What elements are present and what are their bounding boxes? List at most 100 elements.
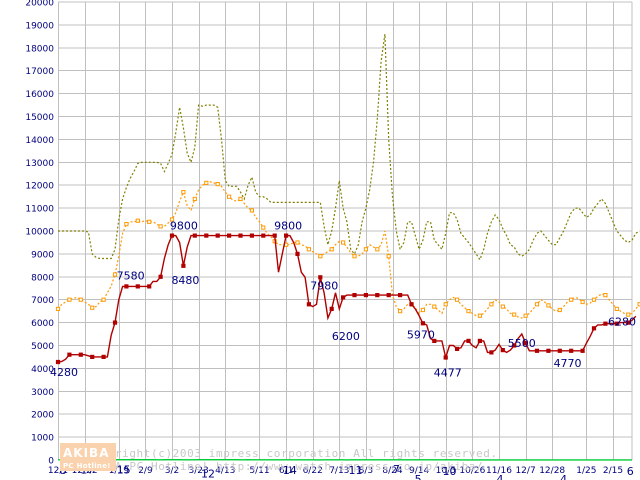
data-point-marker [295,251,300,257]
data-point-marker [443,302,448,307]
akiba-logo: AKIBA PC Hotline! [60,443,116,471]
data-point-marker [363,247,368,252]
series-line-orange-dashed-mid [57,181,640,319]
data-point-marker [78,297,83,302]
data-point-marker [90,354,95,359]
watermark-group: Copyright(c)2003 impress corporation All… [86,447,497,473]
data-point-marker [261,233,266,238]
data-point-marker [626,320,631,325]
x-tick-label: 7/13 [329,466,349,476]
y-tick-label: 1000 [31,434,54,444]
data-point-marker [158,224,163,229]
data-point-marker [181,263,186,268]
data-point-marker [375,293,380,298]
data-point-marker [192,196,197,202]
data-point-marker [591,326,597,331]
data-point-marker [626,312,631,317]
data-point-marker [420,307,425,313]
point-value-label: 7 [393,463,400,476]
data-point-marker [569,297,574,302]
data-point-marker [238,196,243,202]
series-line-red-solid-avg [57,234,637,363]
logo-subtitle-text: PC Hotline! [63,462,111,470]
y-tick-label: 11000 [25,205,54,215]
y-tick-label: 0 [48,457,54,467]
point-value-label: 5 [415,473,422,480]
data-point-marker [249,233,255,238]
data-point-labels: 4280 7580 9800 8480 9800 7980 6200 5970 4477 5500… [50,220,636,480]
point-value-label: 8480 [171,274,199,287]
point-value-label: 5970 [407,328,435,341]
y-tick-label: 19000 [25,21,54,31]
x-tick-label: 3/2 [165,466,179,476]
x-tick-label: 12/1 [48,466,68,476]
data-point-marker [375,247,380,252]
y-tick-label: 9000 [31,250,54,260]
x-tick-label: 11/16 [486,466,512,476]
data-point-marker [569,348,574,353]
data-point-marker [466,309,471,314]
y-tick-label: 2000 [31,411,54,421]
data-point-marker [112,272,118,277]
point-value-label: 4280 [50,366,78,379]
x-tick-label: 8/3 [359,466,373,476]
data-point-marker [215,182,220,187]
data-point-marker [169,233,175,238]
data-point-marker [512,343,517,348]
data-point-marker [341,295,346,300]
data-point-marker [534,348,540,353]
point-value-label: 5500 [508,337,536,350]
data-point-marker [101,354,106,359]
grid-lines [58,1,633,461]
data-point-marker [557,307,562,313]
data-point-marker [455,297,460,302]
y-tick-label: 12000 [25,182,54,192]
x-tick-label: 9/14 [409,466,429,476]
x-tick-label: 10/26 [459,466,485,476]
data-point-marker [318,254,323,259]
data-point-marker [181,190,186,195]
data-point-marker [557,348,562,353]
data-point-marker [329,306,334,311]
data-point-marker [455,346,460,351]
data-point-marker [227,194,232,199]
data-point-marker [284,233,289,238]
data-point-marker [386,293,391,298]
x-tick-label: 3/23 [189,466,209,476]
data-point-marker [169,217,175,222]
y-tick-label: 6000 [31,319,54,329]
data-point-marker [101,297,106,302]
y-tick-label: 14000 [25,136,54,146]
data-point-marker [432,304,437,309]
data-point-marker [249,208,255,213]
data-point-marker [534,302,540,307]
data-point-marker [55,306,61,311]
data-point-marker [398,309,403,314]
point-value-label: 7580 [117,269,145,282]
x-tick-label: 6/1 [279,466,293,476]
x-tick-label: 8/24 [382,466,402,476]
y-tick-label: 3000 [31,388,54,398]
point-value-label: 9800 [170,220,198,233]
data-point-marker [489,302,494,307]
data-point-marker [477,313,482,318]
data-point-marker [135,218,140,223]
x-tick-label: 2/15 [603,466,623,476]
y-tick-label: 5000 [31,342,54,352]
x-tick-label: 1/25 [576,466,596,476]
watermark-site-url: AKIBA PC Hotline! http://www.watch.impre… [86,460,483,473]
data-point-marker [420,321,425,326]
data-series-group [55,34,640,461]
point-value-label: 14 [283,464,297,477]
data-point-marker [500,304,505,309]
data-point-marker [603,321,608,326]
data-point-marker [466,338,471,343]
data-point-marker [306,247,311,252]
x-tick-label: 10/5 [436,466,456,476]
data-point-marker [443,355,448,360]
y-tick-label: 13000 [25,159,54,169]
point-value-label: 15 [117,464,131,477]
data-point-marker [78,352,83,357]
